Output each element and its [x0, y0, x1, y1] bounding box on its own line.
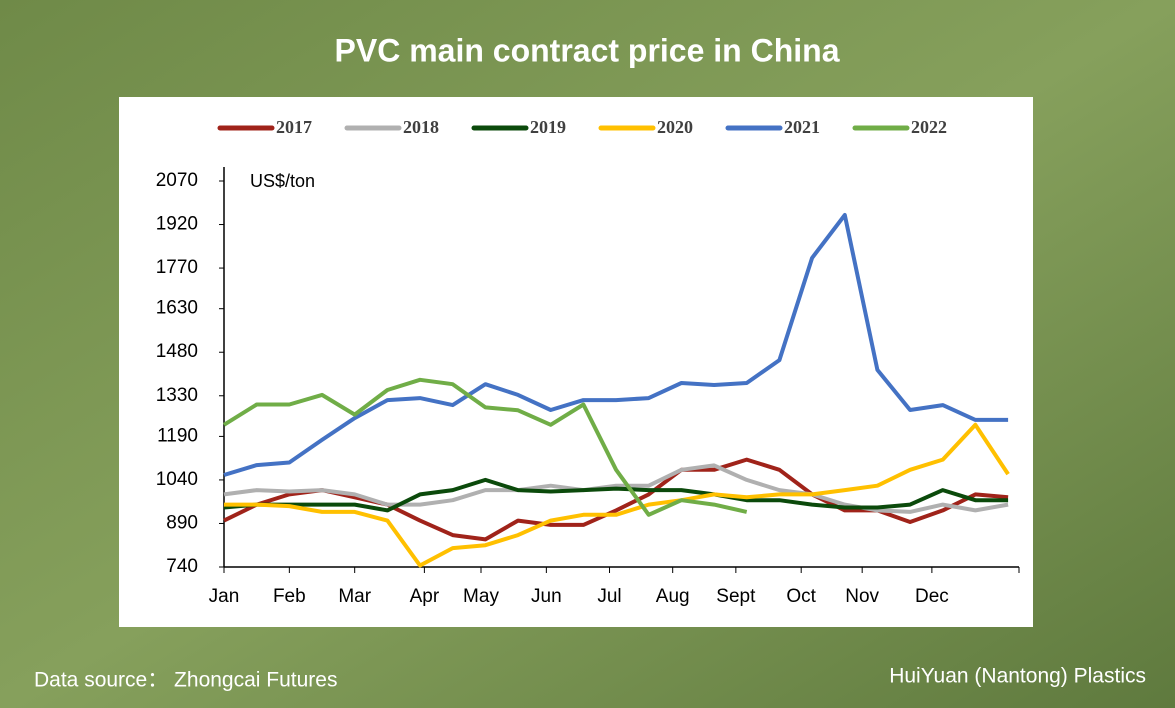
x-tick-label: Jun [531, 586, 562, 607]
x-tick-label: Oct [786, 586, 816, 607]
series-line [223, 463, 1009, 514]
y-tick-label: 1330 [156, 385, 198, 406]
y-tick-label: 1190 [157, 425, 198, 446]
y-tick-label: 1480 [156, 341, 198, 362]
series-line [223, 213, 1009, 477]
series-line [224, 422, 1010, 568]
x-tick-label: Jul [597, 586, 621, 607]
legend-label: 2019 [530, 117, 566, 137]
legend-label: 2018 [403, 117, 439, 137]
x-tick-label: Nov [845, 586, 879, 607]
legend-label: 2021 [784, 117, 820, 137]
legend-label: 2022 [911, 117, 947, 137]
legend-label: 2020 [657, 117, 693, 137]
y-tick-label: 890 [166, 512, 198, 533]
x-tick-label: May [463, 586, 499, 607]
x-tick-label: Aug [656, 586, 690, 607]
y-tick-label: 740 [166, 556, 198, 577]
y-tick-label: 1920 [156, 214, 198, 235]
brand: HuiYuan (Nantong) Plastics [889, 665, 1146, 688]
chart-panel [119, 97, 1033, 627]
x-tick-label: Apr [410, 586, 440, 607]
y-tick-label: 2070 [156, 170, 198, 191]
x-tick-label: Dec [915, 586, 949, 607]
x-tick-label: Mar [338, 586, 371, 607]
x-tick-label: Sept [716, 586, 756, 607]
series-line [222, 377, 748, 517]
y-tick-label: 1040 [156, 469, 198, 490]
y-axis-label: US$/ton [250, 171, 315, 191]
y-tick-label: 1630 [156, 298, 198, 319]
x-tick-label: Feb [273, 586, 306, 607]
legend-label: 2017 [276, 117, 312, 137]
series-line [223, 477, 1009, 513]
chart-title: PVC main contract price in China [335, 32, 840, 68]
y-tick-label: 1770 [156, 257, 198, 278]
x-tick-label: Jan [209, 586, 240, 607]
source: Data source： Zhongcai Futures [34, 669, 337, 692]
